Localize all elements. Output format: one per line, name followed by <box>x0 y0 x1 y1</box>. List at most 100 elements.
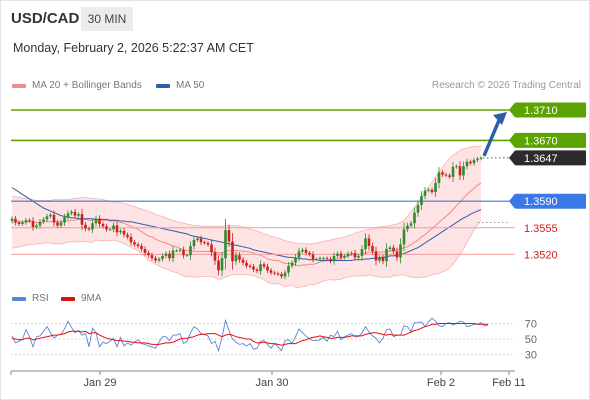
candle-body <box>301 249 304 252</box>
candle-body <box>56 222 59 226</box>
candle-body <box>364 238 367 250</box>
candle-body <box>227 230 231 242</box>
candle-body <box>133 242 136 245</box>
candle-body <box>150 255 154 259</box>
candle-body <box>297 251 301 258</box>
candle-body <box>318 258 322 260</box>
datetime-label: Monday, February 2, 2026 5:22:37 AM CET <box>13 41 254 55</box>
candle-body <box>273 272 276 274</box>
candle-body <box>458 166 462 176</box>
candle-body <box>192 239 196 247</box>
candle-body <box>136 244 140 247</box>
candle-body <box>66 213 70 218</box>
candle-body <box>77 214 80 216</box>
candle-body <box>262 264 266 267</box>
candle-body <box>24 220 28 223</box>
level-tag-1.3710 <box>515 102 586 118</box>
candle-body <box>465 161 469 167</box>
legend-rsi-ma-label: 9MA <box>81 293 102 304</box>
bollinger-band-area <box>12 145 481 288</box>
candle-body <box>59 222 63 226</box>
candle-body <box>294 257 297 263</box>
candle-body <box>42 219 45 222</box>
level-label-1.3647: 1.3647 <box>524 153 558 165</box>
candle-body <box>213 252 217 261</box>
candle-body <box>332 255 336 262</box>
candle-body <box>287 265 290 273</box>
candle-body <box>308 252 311 255</box>
symbol-title: USD/CAD <box>11 10 80 27</box>
candle-body <box>17 222 21 224</box>
candle-body <box>80 214 84 225</box>
candle-body <box>353 252 357 258</box>
candle-body <box>430 189 434 193</box>
candle-body <box>336 253 339 256</box>
candle-body <box>175 250 178 252</box>
candle-body <box>248 265 252 267</box>
legend-ma50: MA 50 <box>156 80 204 91</box>
candle-body <box>10 218 14 221</box>
candle-body <box>444 174 448 176</box>
candle-body <box>374 251 378 261</box>
legend-rsi: RSI <box>12 293 49 304</box>
candle-body <box>378 257 381 261</box>
candle-body <box>448 175 451 177</box>
candle-body <box>329 258 332 262</box>
forecast-arrow-shaft <box>482 117 502 157</box>
candle-body <box>122 230 126 235</box>
candle-body <box>350 252 353 254</box>
candle-body <box>423 190 427 196</box>
candle-body <box>168 253 171 259</box>
candle-body <box>206 243 210 245</box>
legend-ma50-swatch <box>156 83 170 88</box>
candle-body <box>140 246 143 250</box>
legend-ma50-label: MA 50 <box>176 80 205 91</box>
candle-body <box>479 157 483 159</box>
candle-body <box>395 251 399 258</box>
candle-body <box>161 255 164 259</box>
candle-body <box>367 238 371 247</box>
candle-body <box>49 214 52 217</box>
rsi-9ma-line <box>11 323 488 346</box>
candle-body <box>28 220 31 222</box>
candle-body <box>63 217 66 223</box>
candle-body <box>196 238 199 240</box>
ma20-line <box>11 182 482 267</box>
candle-body <box>129 236 133 243</box>
candle-body <box>105 226 108 230</box>
time-tick-label-jan-29: Jan 29 <box>83 377 116 389</box>
candle-body <box>283 272 287 277</box>
candle-body <box>199 238 203 243</box>
candle-body <box>339 253 343 258</box>
candle-body <box>434 182 437 193</box>
legend-rsi-ma-swatch <box>61 296 75 301</box>
candle-body <box>182 249 185 256</box>
candle-body <box>241 259 245 263</box>
level-label-1.3555: 1.3555 <box>524 223 558 235</box>
level-label-1.3520: 1.3520 <box>524 249 558 261</box>
legend-rsi-swatch <box>12 296 26 301</box>
candle-body <box>203 242 206 244</box>
candle-body <box>402 229 406 245</box>
candle-body <box>392 247 395 252</box>
timeframe-button[interactable]: 30 MIN <box>81 7 133 31</box>
candle-body <box>119 230 122 233</box>
candle-body <box>343 255 346 258</box>
candle-body <box>73 211 77 216</box>
candle-body <box>451 167 455 177</box>
candle-body <box>388 247 392 250</box>
level-tag-pointer-1.3647 <box>509 150 515 166</box>
candle-body <box>371 246 374 252</box>
candle-body <box>231 241 234 262</box>
candle-body <box>234 255 238 262</box>
level-label-1.3670: 1.3670 <box>524 135 558 147</box>
candle-body <box>112 225 115 230</box>
candle-body <box>98 218 101 224</box>
legend-ma20-swatch <box>12 83 26 88</box>
candle-body <box>420 195 423 205</box>
time-tick-label-feb-2: Feb 2 <box>427 377 455 389</box>
candle-body <box>385 249 388 262</box>
candle-body <box>276 273 280 275</box>
candle-body <box>31 220 35 228</box>
